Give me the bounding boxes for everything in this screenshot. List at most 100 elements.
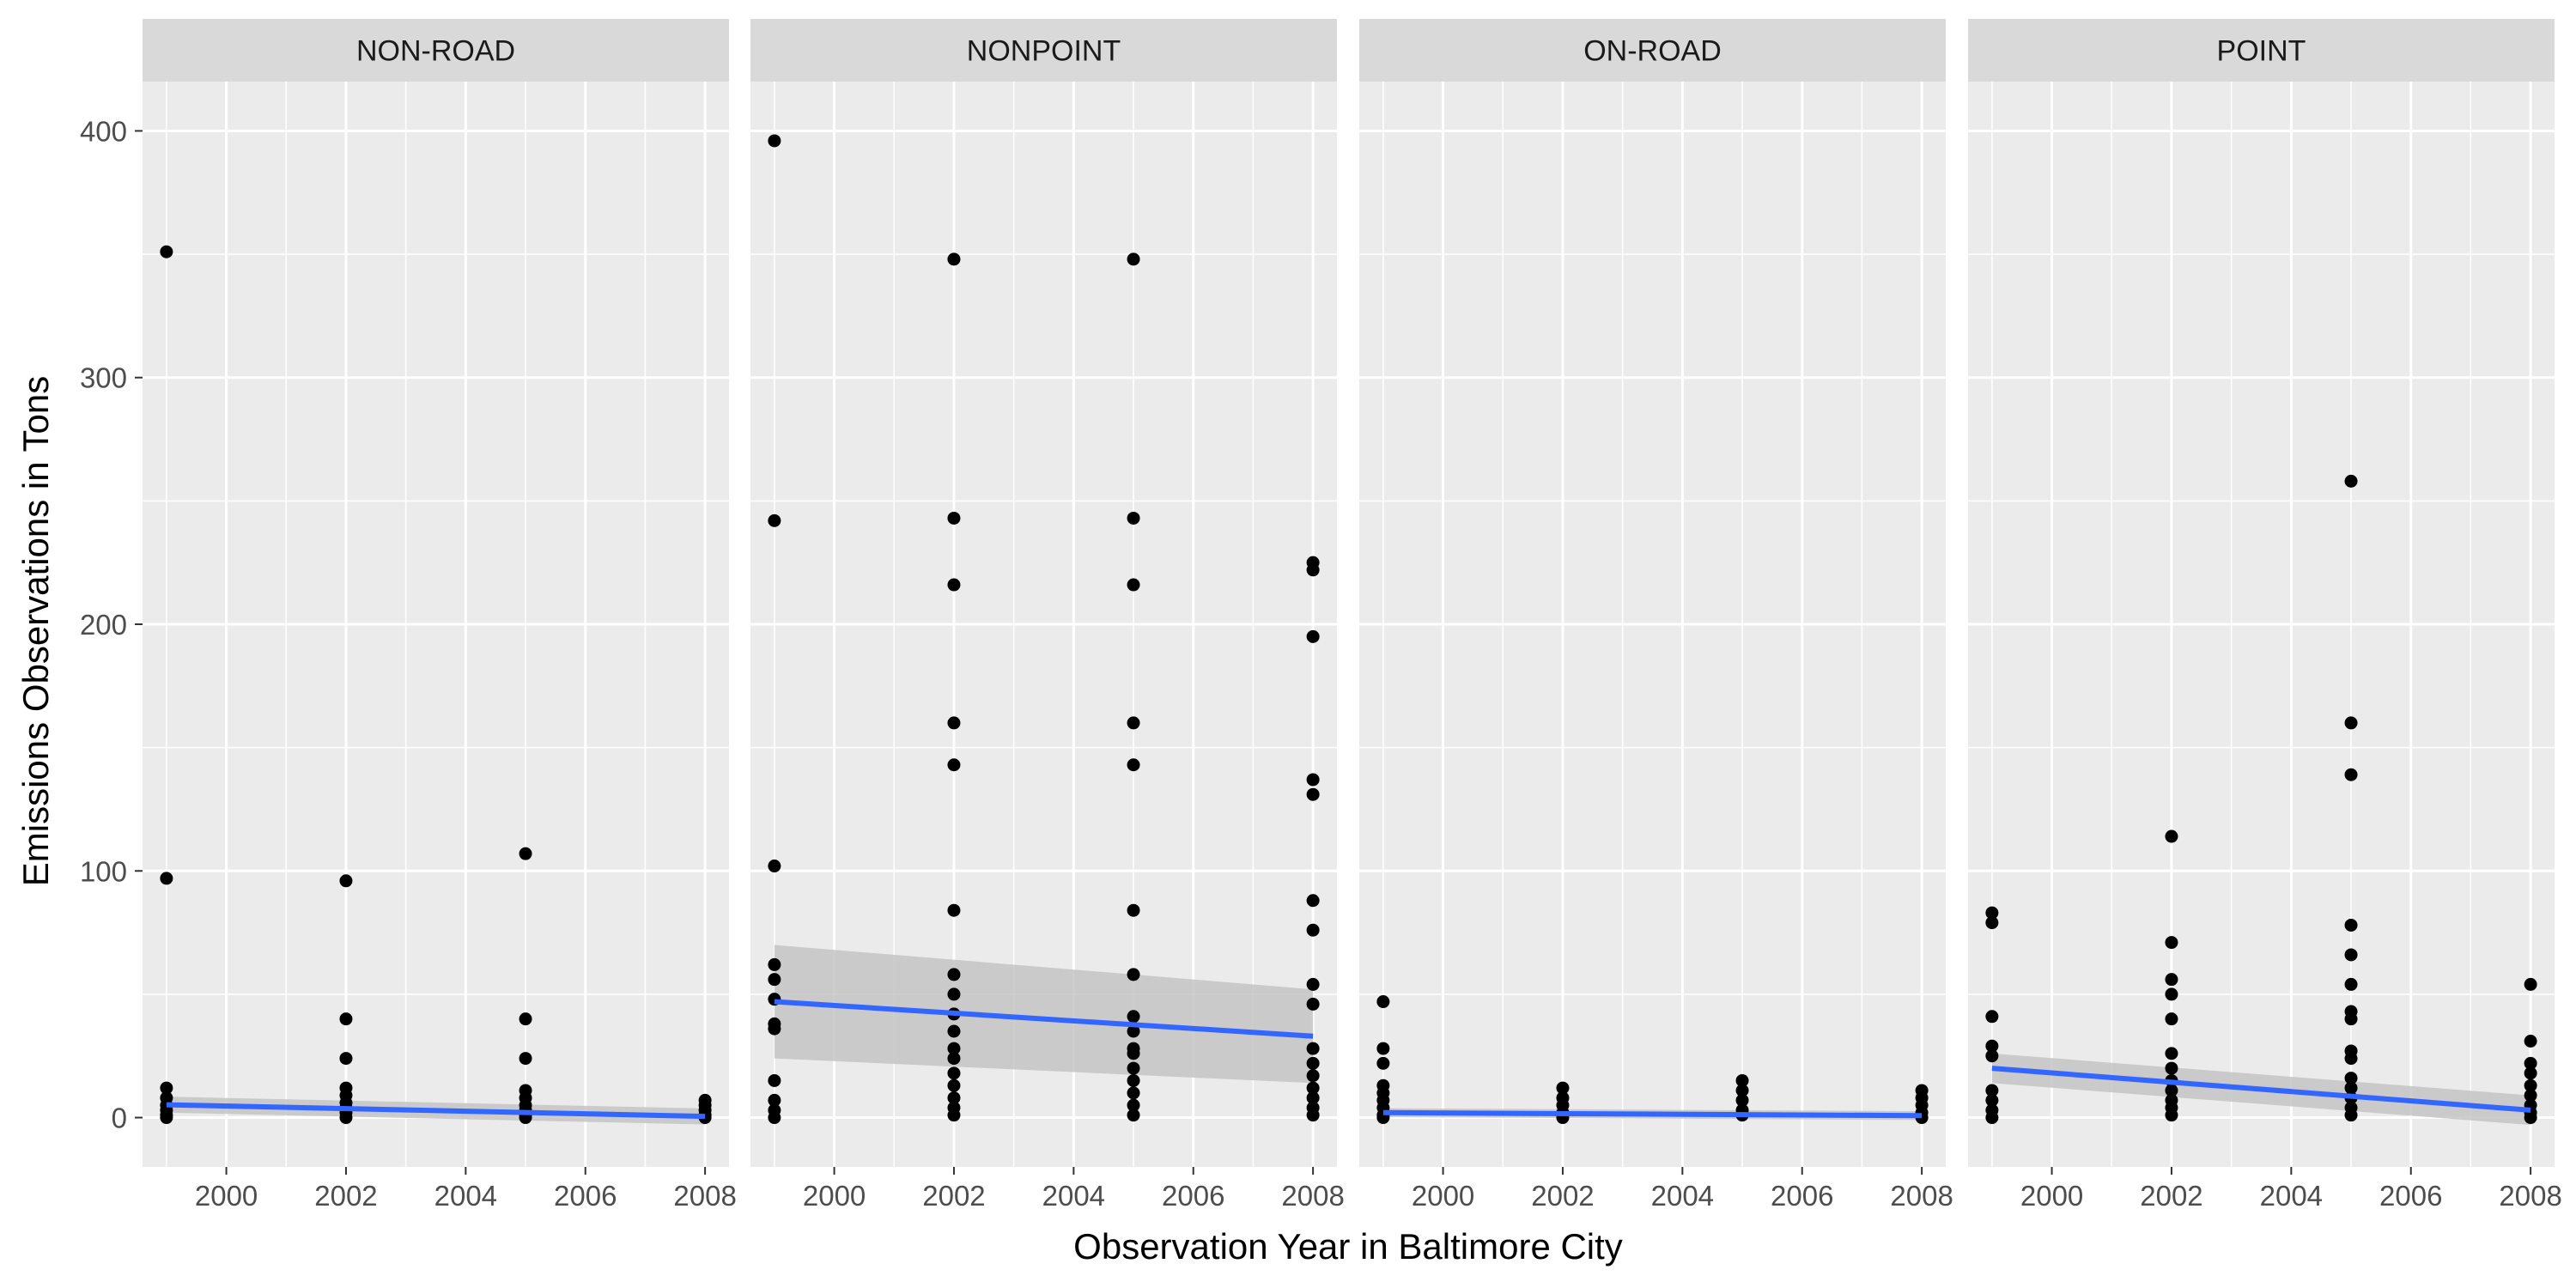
data-point bbox=[947, 903, 961, 917]
data-point bbox=[1127, 1024, 1140, 1038]
data-point bbox=[947, 1078, 961, 1092]
data-point bbox=[2524, 1089, 2537, 1103]
data-point bbox=[160, 245, 173, 258]
data-point bbox=[2165, 1061, 2178, 1075]
data-point bbox=[1127, 1086, 1140, 1100]
data-point bbox=[2165, 1109, 2178, 1122]
x-axis: 2000 2002 2004 2006 2008 bbox=[1412, 1167, 1953, 1212]
data-point bbox=[2344, 1109, 2358, 1122]
data-points bbox=[1376, 995, 1929, 1125]
data-point bbox=[768, 1111, 781, 1125]
facet-strip bbox=[750, 19, 1337, 82]
facet-strip-label: POINT bbox=[2217, 35, 2306, 68]
data-point bbox=[2344, 918, 2358, 932]
data-point bbox=[947, 1042, 961, 1055]
x-axis: 2000 2002 2004 2006 2008 bbox=[195, 1167, 737, 1212]
data-point bbox=[1127, 252, 1140, 266]
data-point bbox=[2165, 829, 2178, 843]
confidence-band bbox=[774, 945, 1314, 1084]
data-point bbox=[1306, 1056, 1320, 1070]
data-points bbox=[768, 134, 1320, 1125]
x-tick-label: 2008 bbox=[673, 1180, 736, 1212]
data-point bbox=[1985, 1010, 1999, 1024]
facet-strip-label: NONPOINT bbox=[967, 35, 1121, 68]
data-point bbox=[1127, 1098, 1140, 1112]
data-point bbox=[768, 1093, 781, 1107]
data-point bbox=[2344, 948, 2358, 962]
data-point bbox=[1985, 1039, 1999, 1053]
data-point bbox=[1127, 903, 1140, 917]
data-point bbox=[1306, 773, 1320, 787]
facet-strip bbox=[1968, 19, 2555, 82]
data-point bbox=[1306, 1109, 1320, 1122]
data-point bbox=[947, 1091, 961, 1105]
data-point bbox=[2524, 1078, 2537, 1092]
x-tick-label: 2002 bbox=[922, 1180, 985, 1212]
data-point bbox=[2344, 1072, 2358, 1085]
data-point bbox=[1306, 923, 1320, 937]
data-point bbox=[1735, 1093, 1749, 1107]
x-axis-title: Observation Year in Baltimore City bbox=[1073, 1226, 1623, 1267]
data-point bbox=[768, 1073, 781, 1087]
data-point bbox=[2524, 1111, 2537, 1125]
data-point bbox=[160, 1111, 173, 1125]
data-point bbox=[768, 134, 781, 148]
x-tick-label: 2004 bbox=[1042, 1180, 1105, 1212]
x-tick-label: 2008 bbox=[2499, 1180, 2561, 1212]
data-point bbox=[1985, 1049, 1999, 1063]
data-point bbox=[947, 252, 961, 266]
facet-panel: NONPOINT 2000 2002 2004 2006 2008 bbox=[750, 19, 1345, 1212]
data-point bbox=[2344, 474, 2358, 488]
data-point bbox=[1985, 1084, 1999, 1097]
x-axis: 2000 2002 2004 2006 2008 bbox=[2020, 1167, 2562, 1212]
x-tick-label: 2002 bbox=[1531, 1180, 1594, 1212]
data-point bbox=[2344, 1012, 2358, 1026]
x-tick-label: 2008 bbox=[1281, 1180, 1344, 1212]
data-point bbox=[1127, 1061, 1140, 1075]
gridlines bbox=[143, 82, 729, 1167]
y-tick-label: 300 bbox=[80, 362, 127, 394]
data-point bbox=[947, 968, 961, 981]
data-point bbox=[2165, 1047, 2178, 1060]
data-point bbox=[1735, 1084, 1749, 1097]
data-point bbox=[1306, 977, 1320, 991]
y-tick-label: 200 bbox=[80, 609, 127, 641]
data-point bbox=[1735, 1073, 1749, 1087]
x-tick-label: 2004 bbox=[434, 1180, 497, 1212]
data-point bbox=[339, 874, 353, 888]
data-point bbox=[519, 847, 532, 860]
facet-strip bbox=[143, 19, 729, 82]
data-point bbox=[2344, 977, 2358, 991]
x-tick-label: 2000 bbox=[803, 1180, 866, 1212]
data-point bbox=[2344, 1052, 2358, 1066]
x-tick-label: 2004 bbox=[1651, 1180, 1714, 1212]
trend-line bbox=[1991, 1066, 2531, 1113]
data-point bbox=[1127, 1047, 1140, 1060]
data-point bbox=[2524, 977, 2537, 991]
data-point bbox=[2165, 973, 2178, 987]
facet-panel: NON-ROAD 2000 2002 2004 2006 2008 bbox=[143, 19, 737, 1212]
trend-line bbox=[1382, 1109, 1923, 1119]
data-point bbox=[2344, 1081, 2358, 1095]
x-tick-label: 2002 bbox=[2140, 1180, 2202, 1212]
x-tick-label: 2008 bbox=[1890, 1180, 1953, 1212]
y-tick-label: 400 bbox=[80, 115, 127, 147]
data-point bbox=[1306, 997, 1320, 1011]
facet-panels: NON-ROAD 2000 2002 2004 2006 2008 NONPOINT 2000… bbox=[143, 19, 2562, 1212]
data-point bbox=[1306, 1069, 1320, 1083]
data-point bbox=[2165, 1012, 2178, 1026]
y-axis: 0 100 200 300 400 bbox=[80, 115, 143, 1134]
data-point bbox=[947, 1052, 961, 1066]
data-point bbox=[947, 511, 961, 525]
data-point bbox=[1306, 1042, 1320, 1055]
data-point bbox=[947, 716, 961, 730]
data-point bbox=[947, 1066, 961, 1080]
data-point bbox=[768, 860, 781, 873]
data-point bbox=[768, 513, 781, 527]
facet-panel: ON-ROAD 2000 2002 2004 2006 2008 bbox=[1359, 19, 1953, 1212]
data-point bbox=[1127, 968, 1140, 981]
data-point bbox=[2524, 1066, 2537, 1080]
data-point bbox=[1306, 1091, 1320, 1105]
data-point bbox=[947, 578, 961, 592]
data-point bbox=[519, 1052, 532, 1066]
